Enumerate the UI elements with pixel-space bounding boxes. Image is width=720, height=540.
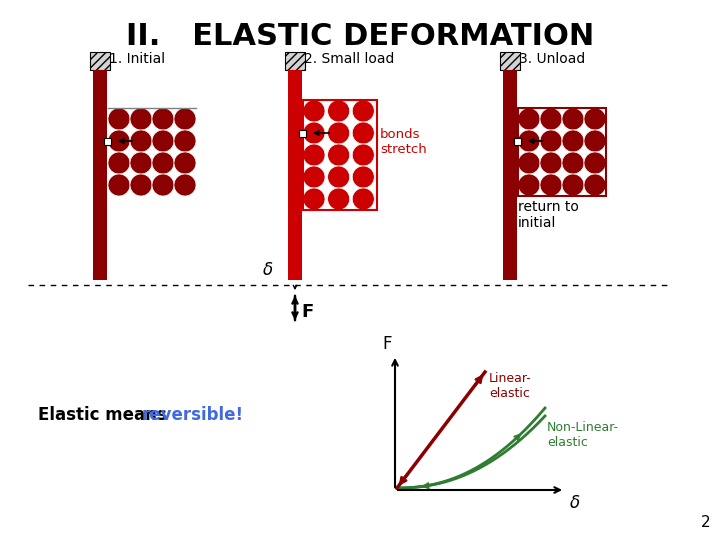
Circle shape	[174, 152, 196, 174]
Circle shape	[540, 152, 562, 174]
Bar	[503, 70, 517, 280]
Circle shape	[108, 130, 130, 152]
Circle shape	[352, 100, 374, 122]
Circle shape	[518, 108, 540, 130]
Circle shape	[328, 166, 350, 188]
Circle shape	[303, 188, 325, 210]
Text: reversible!: reversible!	[142, 406, 244, 424]
Text: $\delta$: $\delta$	[261, 261, 273, 279]
Text: II.   ELASTIC DEFORMATION: II. ELASTIC DEFORMATION	[126, 22, 594, 51]
Circle shape	[328, 188, 350, 210]
Circle shape	[303, 166, 325, 188]
Circle shape	[540, 108, 562, 130]
Text: bonds
stretch: bonds stretch	[380, 128, 427, 156]
Circle shape	[540, 174, 562, 196]
Circle shape	[174, 108, 196, 130]
Bar	[90, 52, 110, 70]
Circle shape	[328, 144, 350, 166]
Circle shape	[130, 108, 152, 130]
Text: Non-Linear-
elastic: Non-Linear- elastic	[547, 421, 619, 449]
Circle shape	[152, 174, 174, 196]
Bar	[288, 70, 302, 280]
Circle shape	[303, 144, 325, 166]
Circle shape	[518, 130, 540, 152]
Circle shape	[130, 152, 152, 174]
Circle shape	[584, 130, 606, 152]
Bar	[285, 52, 305, 70]
Circle shape	[352, 188, 374, 210]
Circle shape	[562, 108, 584, 130]
Bar	[104, 138, 110, 145]
Circle shape	[540, 130, 562, 152]
Bar	[513, 138, 521, 145]
Bar	[500, 52, 520, 70]
Bar	[518, 108, 606, 196]
Circle shape	[352, 122, 374, 144]
Circle shape	[152, 130, 174, 152]
Circle shape	[108, 108, 130, 130]
Circle shape	[562, 130, 584, 152]
Text: 2. Small load: 2. Small load	[304, 52, 395, 66]
Circle shape	[152, 152, 174, 174]
Bar	[303, 100, 377, 210]
Circle shape	[108, 174, 130, 196]
Text: F: F	[301, 303, 313, 321]
Text: Linear-
elastic: Linear- elastic	[489, 372, 532, 400]
Text: return to
initial: return to initial	[518, 200, 579, 230]
Circle shape	[584, 152, 606, 174]
Circle shape	[303, 100, 325, 122]
Circle shape	[518, 174, 540, 196]
Circle shape	[562, 174, 584, 196]
Circle shape	[174, 174, 196, 196]
Circle shape	[518, 152, 540, 174]
Text: $\delta$: $\delta$	[569, 494, 580, 512]
Circle shape	[130, 130, 152, 152]
Circle shape	[303, 122, 325, 144]
Circle shape	[328, 100, 350, 122]
Circle shape	[562, 152, 584, 174]
Circle shape	[584, 108, 606, 130]
Text: 2: 2	[701, 515, 710, 530]
Text: Elastic means: Elastic means	[38, 406, 173, 424]
Circle shape	[174, 130, 196, 152]
Text: F: F	[382, 335, 392, 353]
Circle shape	[584, 174, 606, 196]
Circle shape	[328, 122, 350, 144]
Circle shape	[152, 108, 174, 130]
Circle shape	[352, 144, 374, 166]
Circle shape	[352, 166, 374, 188]
Text: 3. Unload: 3. Unload	[519, 52, 585, 66]
Circle shape	[130, 174, 152, 196]
Bar	[299, 130, 305, 137]
Bar	[93, 70, 107, 280]
Text: 1. Initial: 1. Initial	[109, 52, 165, 66]
Circle shape	[108, 152, 130, 174]
